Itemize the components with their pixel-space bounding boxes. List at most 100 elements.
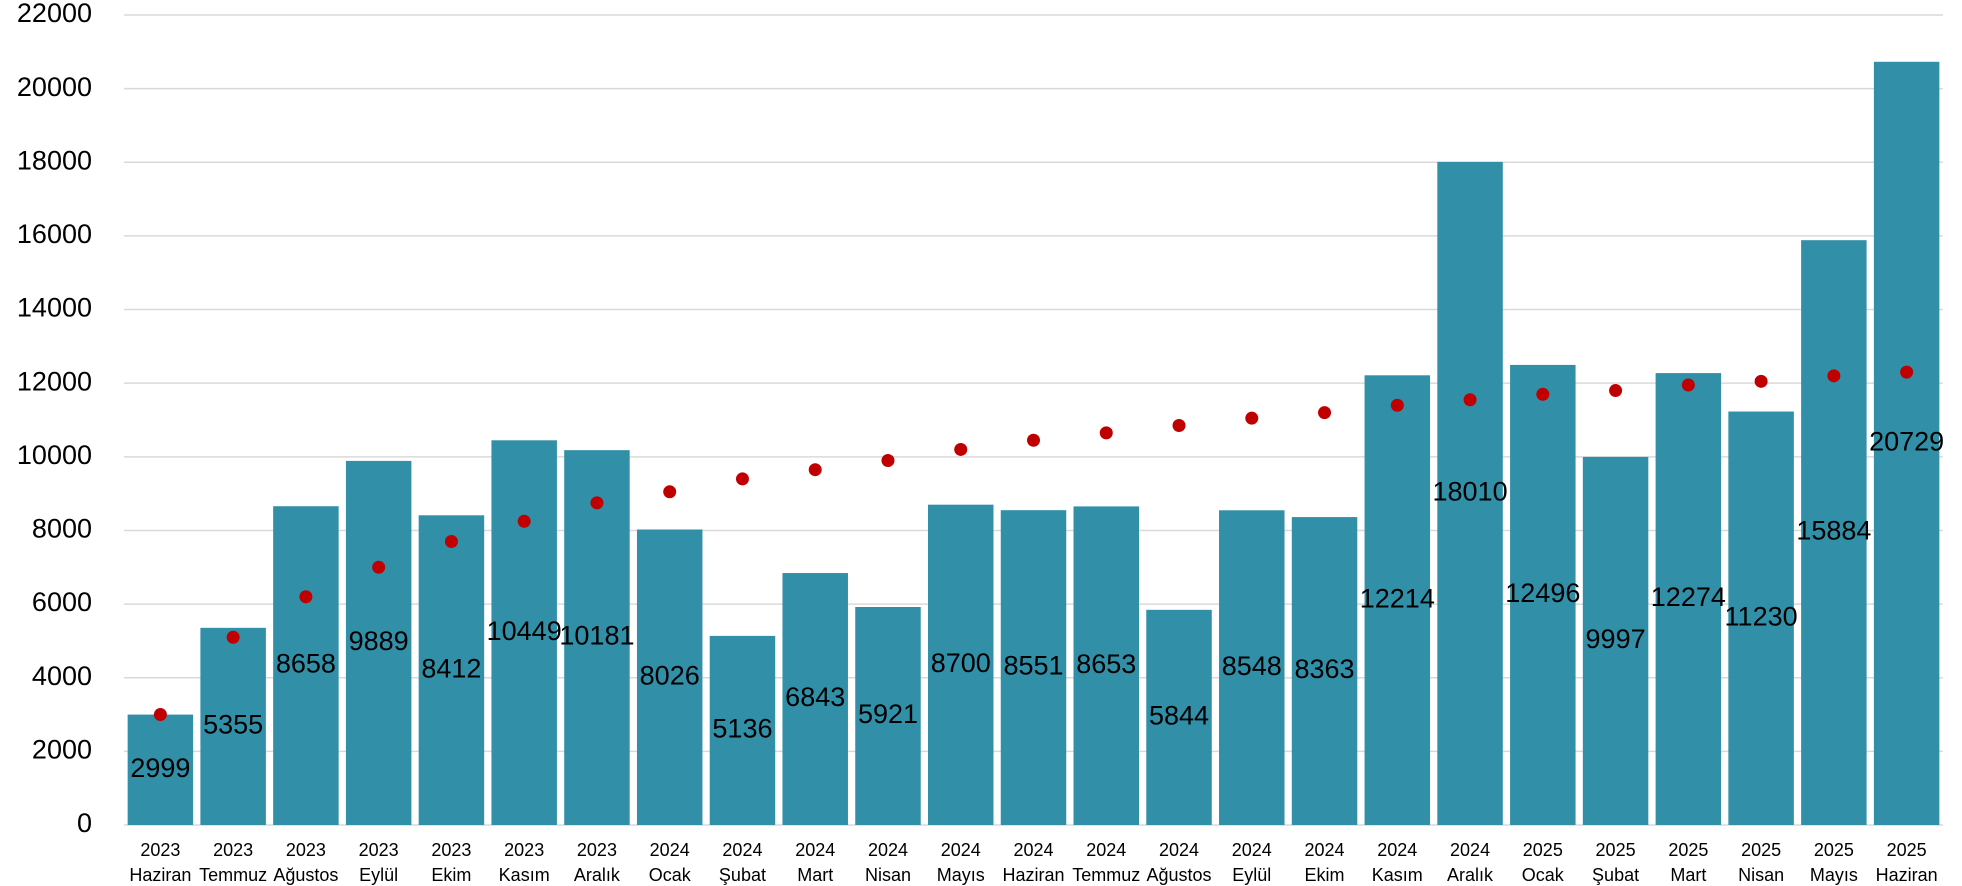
x-tick-label: Mart [1670, 865, 1706, 885]
y-tick-label: 4000 [32, 661, 92, 691]
bar [1873, 61, 1940, 826]
value-label: 5921 [858, 699, 918, 729]
trend-dot [1027, 433, 1040, 447]
x-tick-label: Eylül [1232, 865, 1271, 885]
trend-dot [1390, 398, 1404, 412]
bar [491, 440, 557, 825]
value-label: 5844 [1149, 701, 1209, 731]
x-tick-label: Eylül [359, 865, 398, 885]
value-label: 11230 [1725, 601, 1798, 631]
trend-dot [1754, 374, 1768, 388]
y-tick-label: 6000 [32, 587, 92, 617]
trend-dot [517, 514, 531, 528]
bar [1219, 510, 1285, 825]
bar [1510, 364, 1576, 825]
x-tick-label: 2024 [1013, 840, 1053, 860]
bar [1801, 240, 1867, 825]
value-label: 8551 [1003, 651, 1063, 681]
trend-dot [372, 560, 386, 574]
trend-dot [1318, 406, 1332, 420]
x-tick-label: 2025 [1887, 840, 1927, 860]
x-tick-label: Mayıs [937, 865, 985, 885]
x-tick-label: 2024 [1305, 840, 1345, 860]
bar [1000, 510, 1067, 825]
value-label: 8658 [276, 649, 336, 679]
y-tick-label: 0 [77, 808, 92, 838]
value-label: 8548 [1222, 651, 1282, 681]
bar [564, 450, 630, 825]
trend-dot [735, 472, 749, 486]
x-tick-label: Temmuz [199, 865, 267, 885]
trend-dot [663, 485, 677, 499]
x-tick-label: Şubat [719, 865, 766, 885]
x-tick-label: Aralık [1447, 865, 1494, 885]
bar [1728, 411, 1794, 825]
value-label: 8653 [1076, 649, 1136, 679]
bar [200, 627, 266, 825]
trend-dot [1900, 365, 1914, 379]
x-tick-label: Kasım [499, 865, 550, 885]
value-label: 10449 [487, 616, 562, 646]
x-tick-label: 2024 [650, 840, 690, 860]
bar [1655, 373, 1722, 825]
x-tick-label: 2025 [1596, 840, 1636, 860]
bar [1437, 161, 1503, 825]
x-tick-label: Haziran [1876, 865, 1938, 885]
value-label: 15884 [1796, 516, 1871, 546]
trend-dot [590, 496, 604, 510]
bar [1291, 517, 1358, 825]
bar [345, 460, 412, 825]
value-label: 20729 [1869, 427, 1944, 457]
x-tick-label: 2024 [1086, 840, 1126, 860]
value-label: 12496 [1505, 578, 1580, 608]
x-tick-label: 2024 [722, 840, 762, 860]
y-tick-label: 12000 [17, 366, 92, 396]
x-tick-label: 2023 [504, 840, 544, 860]
x-tick-label: Nisan [865, 865, 911, 885]
trend-dot [1099, 426, 1113, 440]
x-tick-label: Kasım [1372, 865, 1423, 885]
y-tick-label: 20000 [17, 72, 92, 102]
y-tick-label: 2000 [32, 734, 92, 764]
x-tick-label: Haziran [129, 865, 191, 885]
value-label: 10181 [559, 621, 634, 651]
value-label: 8412 [421, 653, 481, 683]
x-tick-label: 2023 [213, 840, 253, 860]
x-tick-label: 2024 [1232, 840, 1272, 860]
x-tick-label: Ocak [649, 865, 692, 885]
y-tick-label: 8000 [32, 514, 92, 544]
x-tick-label: 2024 [1159, 840, 1199, 860]
trend-dot [1245, 411, 1259, 425]
x-tick-label: Mart [797, 865, 833, 885]
bar [127, 714, 194, 825]
trend-dot [1172, 419, 1186, 433]
bar [636, 529, 703, 825]
trend-dot [1536, 387, 1550, 401]
value-label: 8700 [931, 648, 991, 678]
x-tick-label: Ocak [1522, 865, 1565, 885]
x-tick-label: Ağustos [273, 865, 338, 885]
trend-dot [153, 708, 167, 722]
x-tick-label: Aralık [574, 865, 621, 885]
x-tick-label: 2025 [1668, 840, 1708, 860]
value-label: 6843 [785, 682, 845, 712]
y-tick-label: 16000 [17, 219, 92, 249]
bar [927, 504, 994, 825]
bar [273, 506, 339, 825]
value-label: 5355 [203, 710, 263, 740]
bar [1073, 506, 1140, 825]
x-tick-label: Haziran [1002, 865, 1064, 885]
bar [855, 606, 921, 825]
x-tick-label: 2025 [1741, 840, 1781, 860]
x-tick-label: Ekim [431, 865, 471, 885]
bar [709, 635, 776, 825]
trend-dot [954, 442, 968, 456]
value-label: 9997 [1586, 624, 1646, 654]
x-tick-label: Mayıs [1810, 865, 1858, 885]
x-tick-label: Temmuz [1072, 865, 1140, 885]
x-tick-label: 2023 [286, 840, 326, 860]
x-tick-label: 2023 [577, 840, 617, 860]
x-tick-label: Şubat [1592, 865, 1639, 885]
x-tick-label: 2024 [1450, 840, 1490, 860]
